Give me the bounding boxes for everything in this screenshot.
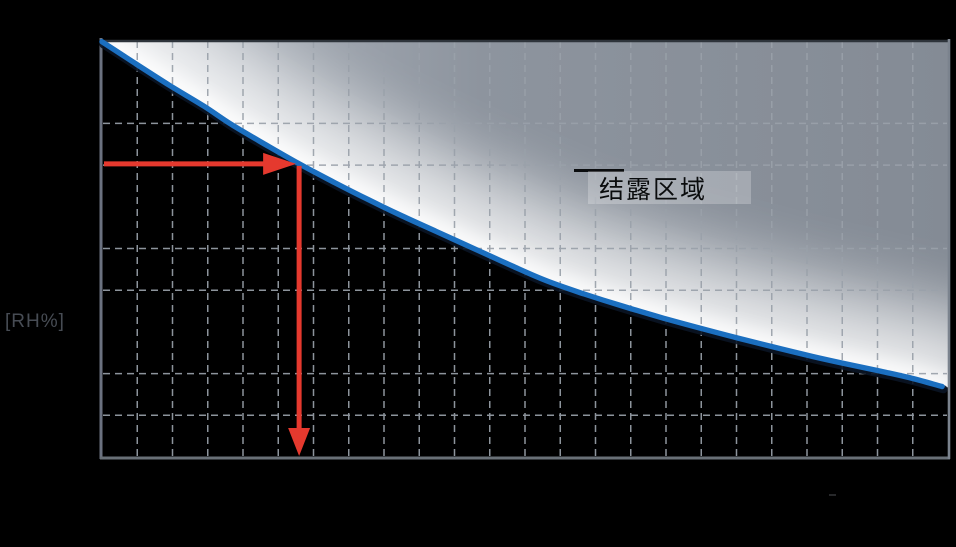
y-axis-label: [RH%] xyxy=(5,311,65,332)
marker-arrows xyxy=(104,152,311,456)
plot-border xyxy=(99,38,951,460)
dew-curve xyxy=(99,39,945,390)
faint-watermark-dash xyxy=(829,494,836,496)
annotation-leader-line xyxy=(574,169,624,172)
condensation-region-label: 结露区域 xyxy=(588,171,751,204)
grid-lines xyxy=(103,41,947,456)
